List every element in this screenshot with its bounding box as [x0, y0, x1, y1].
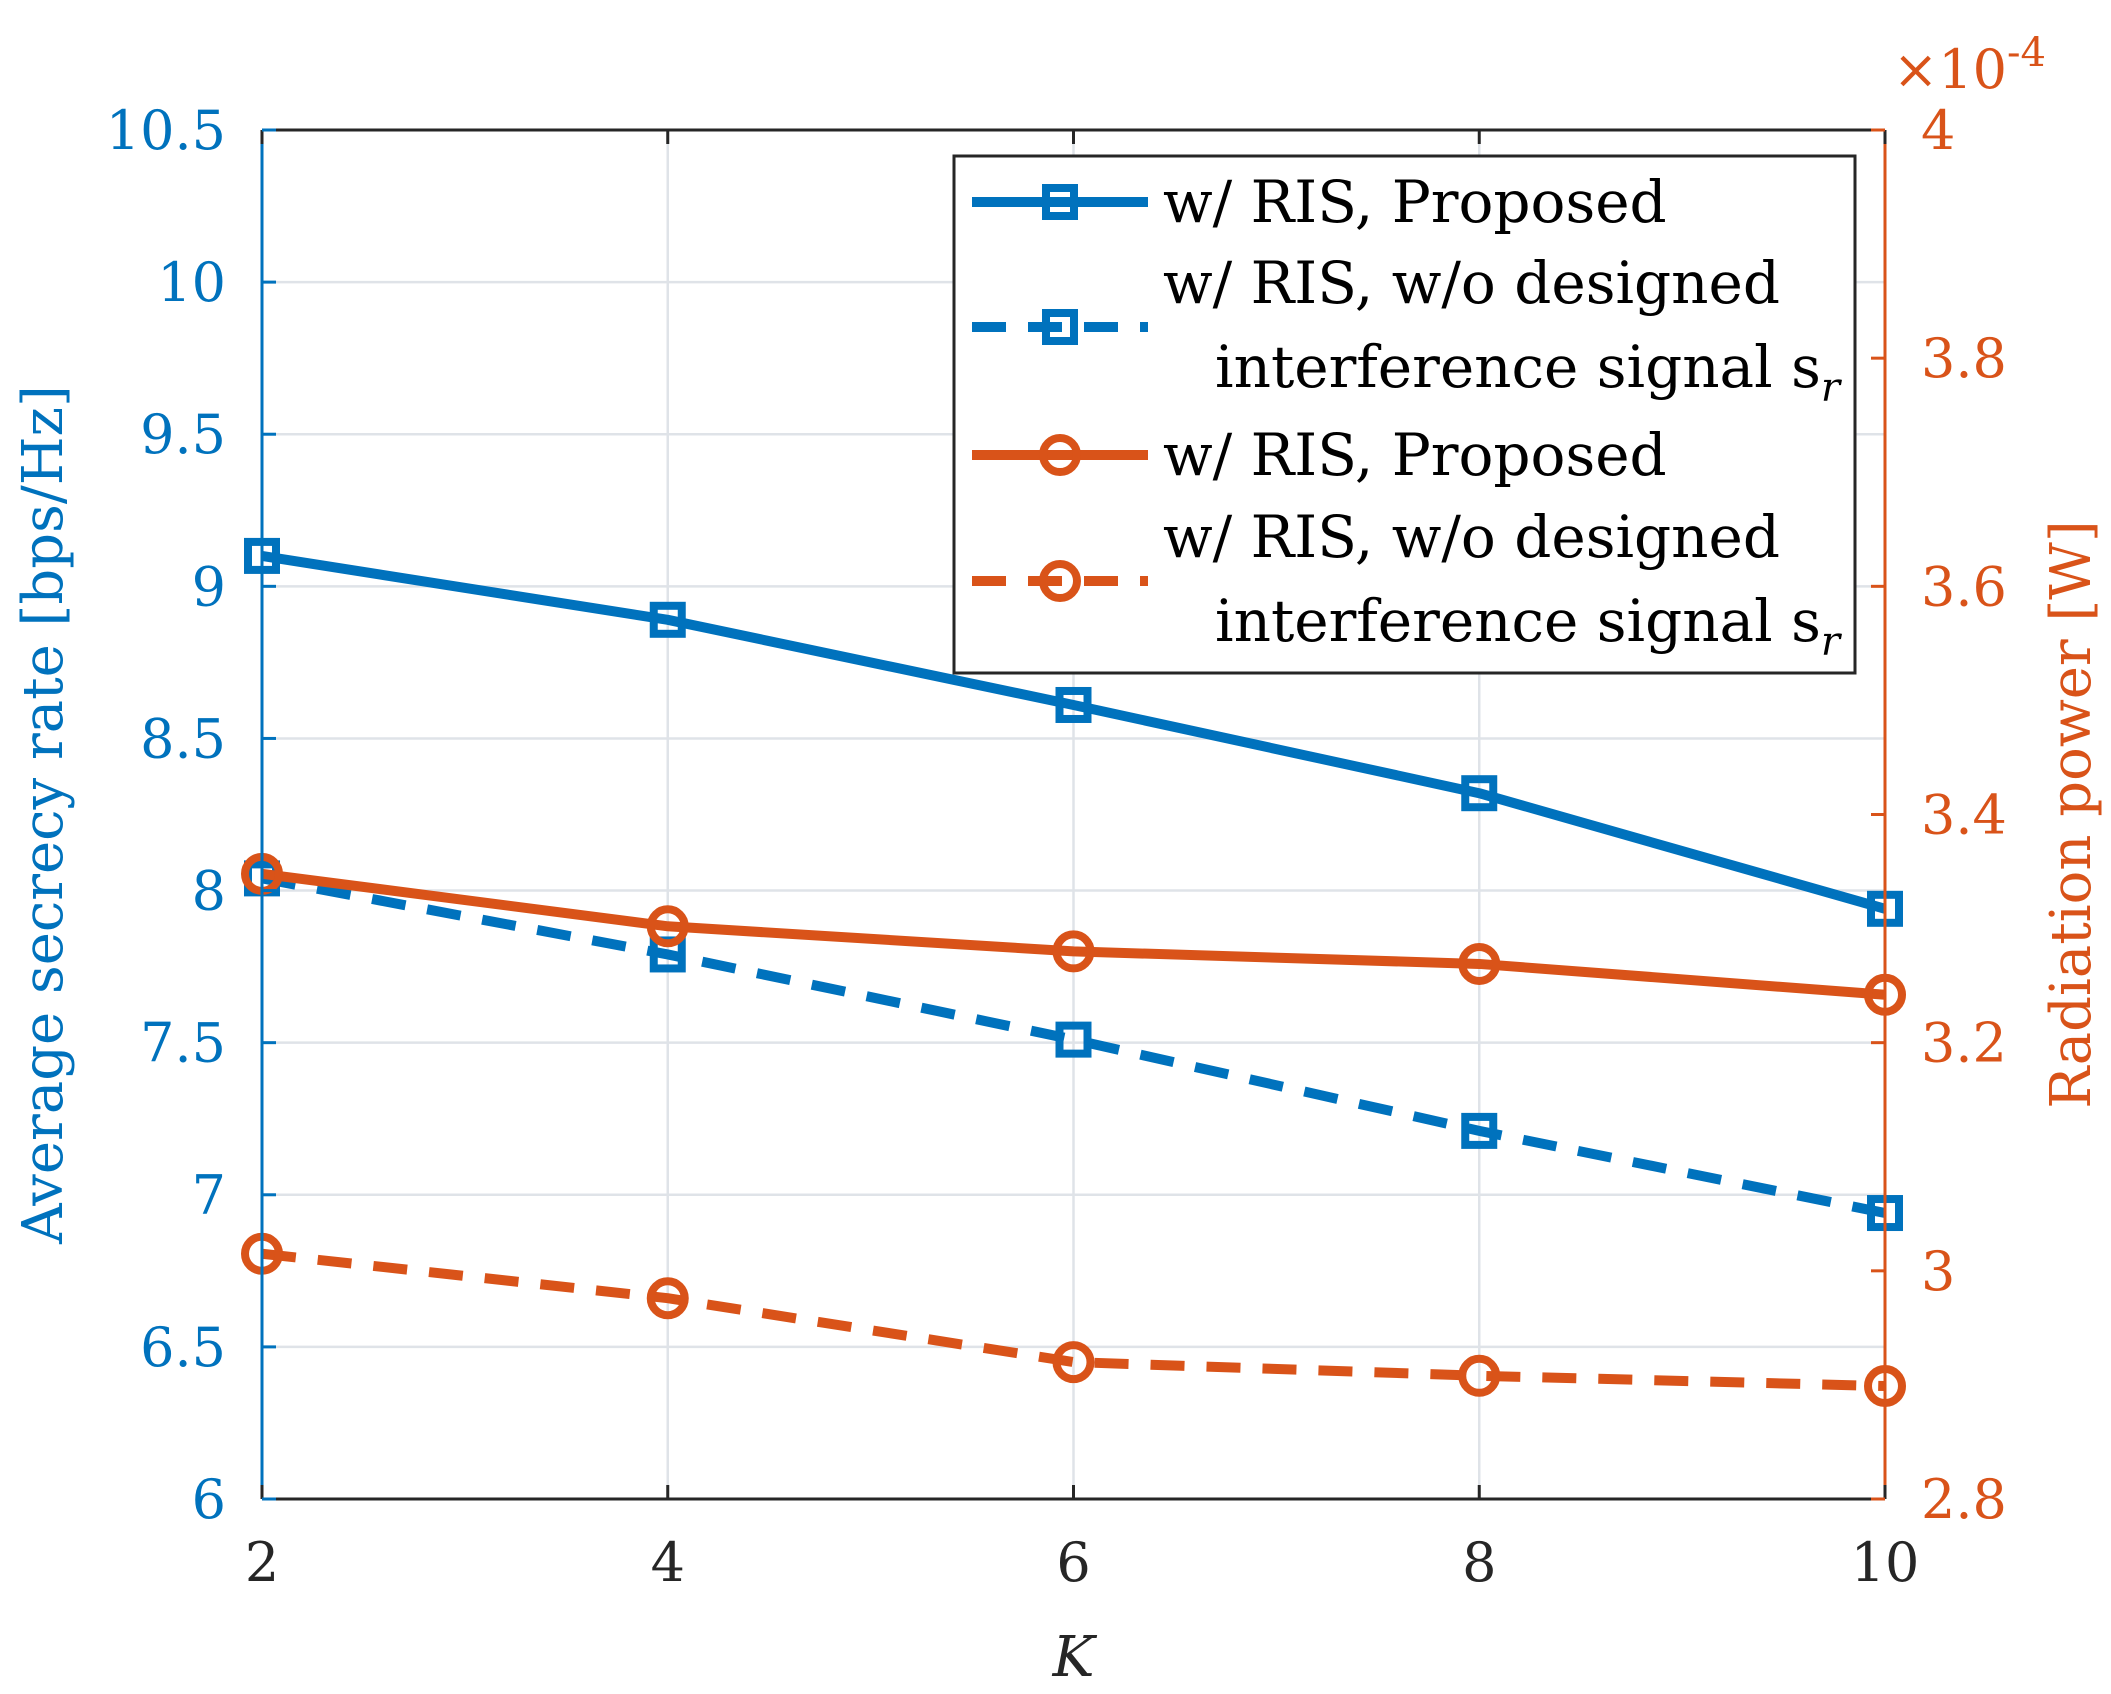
legend-swatch-circle [1039, 434, 1081, 476]
data-point-circle [1458, 942, 1501, 985]
exponent-power: -4 [2007, 30, 2046, 76]
legend-label-line1: w/ RIS, w/o designed [1163, 249, 1780, 317]
right-tick-label: 4 [1921, 99, 1955, 162]
right-tick-label: 3.4 [1921, 784, 2007, 847]
legend-label-line2: interference signal sr [1215, 333, 1843, 411]
legend-label: w/ RIS, Proposed [1163, 168, 1667, 236]
x-tick-label: 8 [1462, 1531, 1496, 1594]
data-point-square [1461, 1112, 1498, 1149]
left-tick-label: 6.5 [140, 1316, 226, 1379]
plot-series [241, 537, 1906, 1408]
data-point-square [649, 601, 686, 638]
right-tick-label: 2.8 [1921, 1468, 2007, 1531]
right-tick-label: 3.6 [1921, 555, 2007, 618]
left-tick-label: 10.5 [106, 99, 226, 162]
data-point-square [1055, 686, 1092, 723]
left-tick-label: 7.5 [140, 1012, 226, 1075]
x-tick-label: 4 [651, 1531, 685, 1594]
data-point-circle [646, 1277, 689, 1320]
series-line-4 [261, 1248, 1886, 1392]
right-axis-exponent: ×10-4 [1893, 30, 2046, 101]
legend-label: w/ RIS, Proposed [1163, 421, 1667, 489]
legend-swatch-square [1042, 309, 1078, 345]
left-tick-label: 10 [157, 251, 226, 314]
legend-label-line1: w/ RIS, w/o designed [1163, 503, 1780, 571]
data-point-circle [646, 905, 689, 948]
left-tick-label: 9.5 [140, 403, 226, 466]
right-tick-label: 3.8 [1921, 327, 2007, 390]
data-point-square [1055, 1021, 1092, 1058]
legend-swatch-circle [1039, 560, 1081, 602]
series-line-3 [261, 868, 1886, 1000]
left-axis-title: Average secrecy rate [bps/Hz] [11, 385, 76, 1245]
axes: 2 4 6 8 10 6 6.5 7 7.5 8 8.5 9 9.5 10 10.5 2.8 3 3.2 3.4 3.… [11, 30, 2104, 1690]
left-tick-label: 8 [192, 860, 226, 923]
exponent-base: ×10 [1893, 38, 2007, 101]
data-point-square [1461, 775, 1498, 812]
left-tick-label: 6 [192, 1468, 226, 1531]
right-tick-label: 3.2 [1921, 1012, 2007, 1075]
x-tick-label: 6 [1056, 1531, 1090, 1594]
legend-label-subscript: r [1821, 619, 1843, 665]
x-axis-title: K [1052, 1625, 1098, 1690]
left-tick-label: 8.5 [140, 707, 226, 770]
legend-label-line2: interference signal sr [1215, 587, 1843, 665]
legend-box [952, 154, 1857, 675]
left-tick-label: 7 [192, 1164, 226, 1227]
legend-label-subscript: r [1821, 365, 1843, 411]
series-line-1 [261, 550, 1887, 914]
legend: w/ RIS, Proposed w/ RIS, w/o designed inte… [952, 154, 1857, 675]
data-point-circle [1458, 1354, 1501, 1397]
legend-label-main: interference signal s [1215, 587, 1821, 655]
left-tick-label: 9 [192, 555, 226, 618]
legend-swatch-square [1042, 184, 1078, 220]
right-tick-label: 3 [1921, 1240, 1955, 1303]
right-axis-title: Radiation power [W] [2039, 520, 2104, 1108]
legend-label-main: interference signal s [1215, 333, 1821, 401]
data-point-circle [1052, 1341, 1095, 1384]
x-tick-label: 2 [245, 1531, 279, 1594]
x-tick-label: 10 [1851, 1531, 1920, 1594]
data-point-circle [1052, 930, 1095, 973]
